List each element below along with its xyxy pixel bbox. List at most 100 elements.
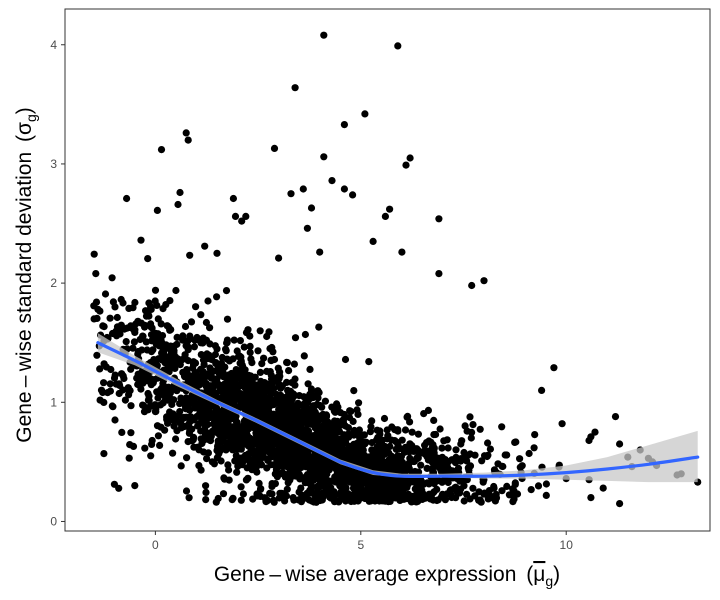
data-point: [234, 462, 242, 470]
data-point: [302, 425, 310, 434]
data-point: [280, 445, 288, 453]
data-point: [100, 450, 108, 458]
data-point: [263, 367, 271, 375]
data-point: [147, 452, 155, 460]
data-point: [587, 494, 595, 502]
data-point: [127, 429, 135, 437]
data-point: [460, 482, 468, 490]
data-point: [261, 446, 269, 454]
data-point: [304, 380, 312, 388]
data-point: [313, 400, 321, 408]
data-point: [126, 441, 134, 449]
data-point: [257, 380, 265, 388]
data-point: [266, 387, 274, 395]
data-point: [316, 412, 324, 420]
data-point: [153, 301, 161, 309]
data-point: [244, 399, 252, 407]
data-point: [410, 457, 418, 466]
data-point: [123, 194, 131, 203]
data-point: [321, 482, 329, 490]
data-point: [213, 446, 221, 454]
data-point: [471, 492, 479, 500]
data-point: [355, 399, 363, 407]
data-point: [93, 351, 101, 359]
data-point: [231, 375, 239, 383]
data-point: [288, 462, 296, 471]
data-point: [300, 474, 308, 482]
data-point: [198, 414, 206, 422]
data-point: [328, 177, 336, 185]
data-point: [299, 185, 307, 193]
data-point: [190, 343, 198, 351]
data-point: [243, 405, 251, 413]
data-point: [263, 464, 271, 472]
data-point: [139, 379, 147, 387]
data-point: [234, 391, 242, 399]
x-axis-subscript: g: [545, 573, 553, 589]
data-point: [440, 459, 448, 467]
data-point: [511, 479, 519, 487]
data-point: [131, 482, 139, 490]
data-point: [275, 494, 283, 502]
data-point: [225, 476, 233, 484]
data-point: [290, 360, 298, 368]
data-point: [241, 451, 250, 459]
data-point: [381, 212, 389, 220]
data-point: [465, 466, 473, 474]
data-point: [226, 433, 234, 441]
data-point: [361, 440, 369, 448]
data-point: [163, 353, 171, 361]
data-point: [417, 461, 425, 469]
data-point: [298, 410, 306, 418]
data-point: [330, 438, 338, 446]
data-point: [116, 324, 125, 332]
data-point: [383, 426, 391, 434]
data-point: [208, 387, 216, 395]
data-point: [273, 373, 282, 381]
data-point: [164, 419, 172, 427]
data-point: [443, 490, 451, 498]
x-tick-label: 0: [152, 538, 159, 552]
data-point: [153, 206, 161, 214]
data-point: [125, 454, 133, 462]
data-point: [251, 400, 259, 408]
data-point: [160, 341, 168, 349]
data-point: [268, 490, 276, 498]
data-point: [233, 468, 241, 476]
data-point: [397, 483, 405, 491]
data-point: [100, 360, 108, 368]
data-point: [238, 217, 246, 225]
data-point: [228, 496, 236, 504]
data-point: [175, 412, 183, 420]
data-point: [180, 422, 188, 431]
data-point: [190, 374, 198, 382]
data-point: [270, 498, 278, 506]
data-point: [313, 484, 321, 492]
data-point: [266, 345, 274, 353]
data-point: [357, 452, 365, 460]
data-point: [190, 443, 198, 451]
data-point: [269, 398, 278, 406]
data-point: [279, 470, 287, 478]
data-point: [257, 390, 265, 398]
data-point: [147, 320, 155, 328]
data-point: [498, 423, 506, 431]
data-point: [213, 422, 221, 430]
data-point: [483, 452, 491, 461]
data-point: [109, 403, 117, 411]
data-point: [157, 385, 165, 393]
data-point: [354, 474, 363, 482]
data-point: [111, 416, 119, 424]
data-point: [158, 356, 166, 364]
data-point: [321, 397, 329, 405]
data-point: [206, 324, 214, 332]
data-point: [477, 498, 485, 506]
data-point: [368, 439, 376, 447]
data-point: [153, 422, 162, 430]
data-point: [587, 433, 595, 441]
data-point: [365, 358, 373, 366]
data-point: [455, 488, 463, 496]
data-point: [217, 359, 226, 367]
data-point: [300, 352, 308, 360]
data-point: [444, 444, 452, 452]
